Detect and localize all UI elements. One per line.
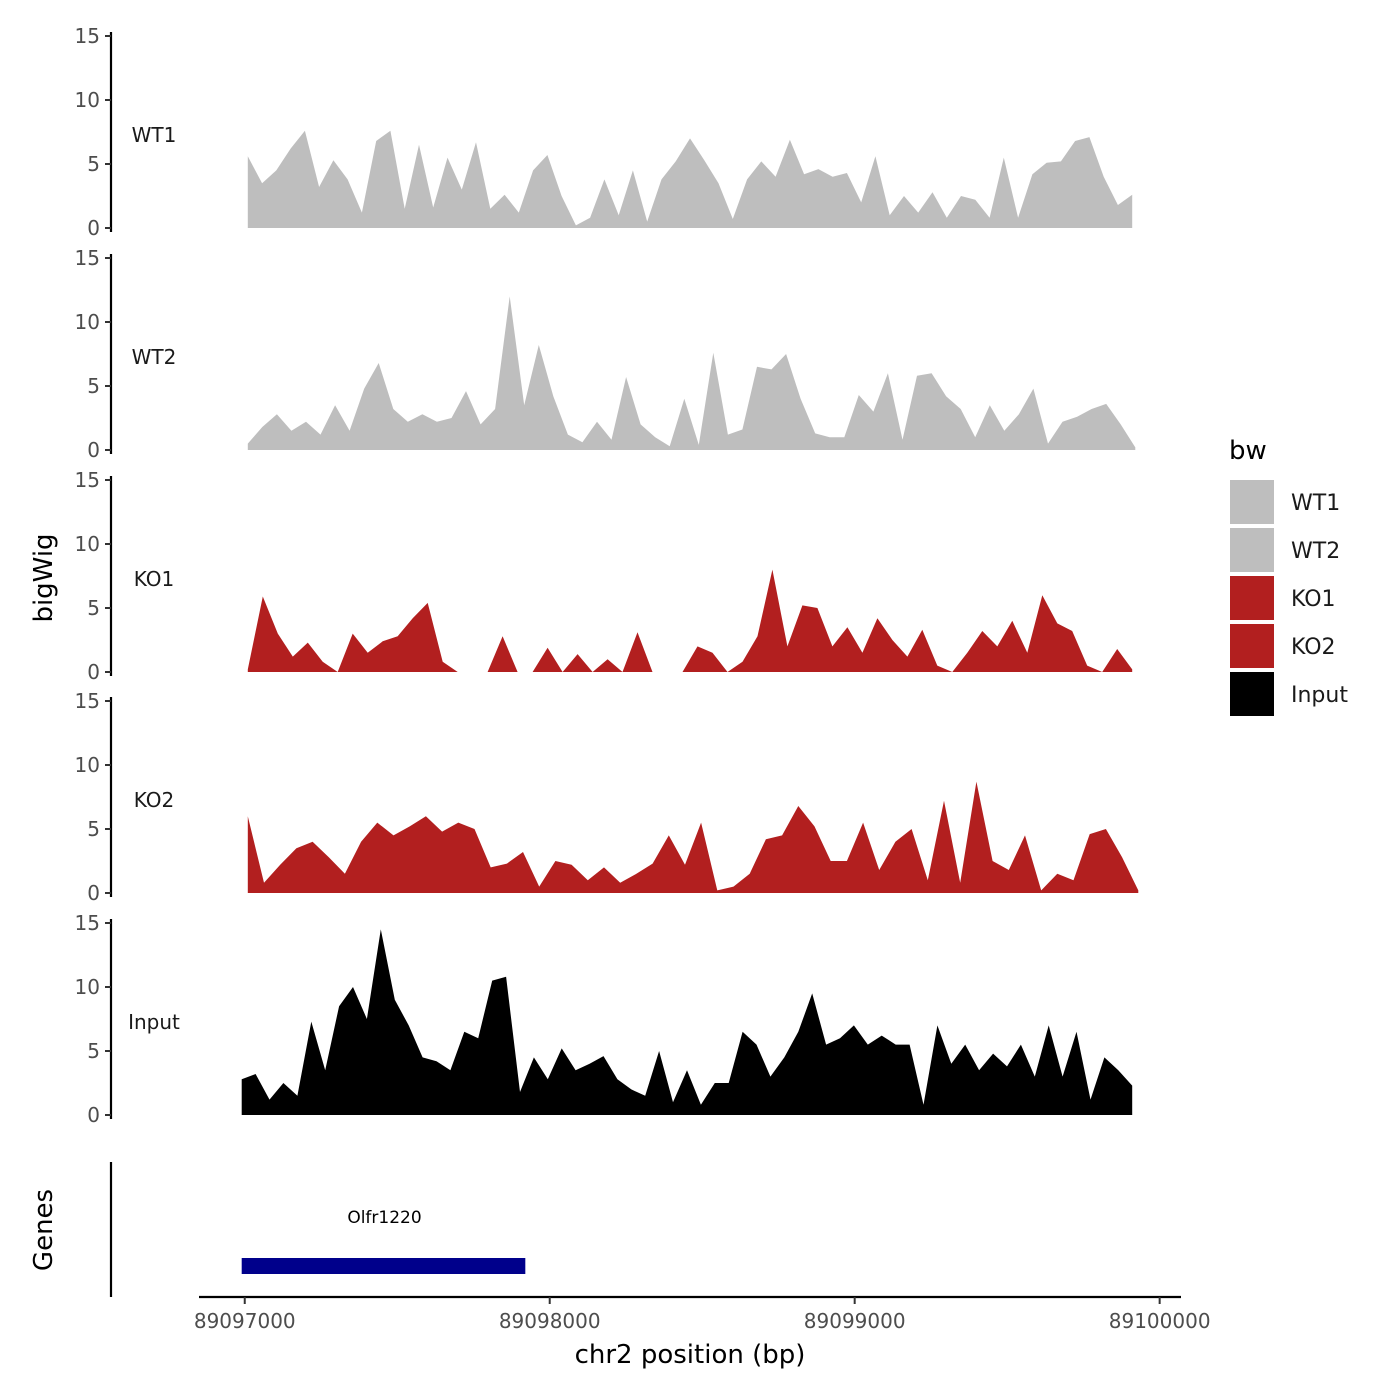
area-input xyxy=(241,929,1133,1115)
track-label-wt1: WT1 xyxy=(132,123,177,147)
legend-label-wt1: WT1 xyxy=(1291,491,1340,516)
y-tick-label: 5 xyxy=(87,152,100,176)
y-tick-label: 10 xyxy=(75,310,100,334)
legend: WT1 WT2 KO1 KO2 Input xyxy=(1230,480,1348,716)
y-tick-label: 15 xyxy=(75,24,100,48)
y-tick-label: 5 xyxy=(87,596,100,620)
genes-axis-title: Genes xyxy=(29,1189,59,1271)
area-wt1 xyxy=(247,130,1133,228)
legend-label-input: Input xyxy=(1291,683,1348,708)
gene-body-olfr1220 xyxy=(241,1258,526,1274)
y-tick-label: 15 xyxy=(75,689,100,713)
y-tick-label: 0 xyxy=(87,1103,100,1127)
y-tick-label: 5 xyxy=(87,374,100,398)
track-label-ko2: KO2 xyxy=(134,788,175,812)
gene-label-olfr1220: Olfr1220 xyxy=(347,1208,421,1228)
y-tick-label: 10 xyxy=(75,975,100,999)
x-tick-label: 89099000 xyxy=(804,1309,906,1333)
track-label-ko1: KO1 xyxy=(134,567,175,591)
y-tick-label: 10 xyxy=(75,753,100,777)
area-ko1 xyxy=(247,569,1133,672)
genes-panel: Olfr1220 xyxy=(109,1162,1181,1299)
x-tick-label: 89098000 xyxy=(499,1309,601,1333)
x-axis-title: chr2 position (bp) xyxy=(575,1340,806,1370)
track-label-wt2: WT2 xyxy=(132,345,177,369)
x-axis: 89097000 89098000 89099000 89100000 xyxy=(194,1297,1211,1333)
track-ko1: 0 5 10 15 KO1 xyxy=(75,468,1133,684)
legend-key-ko1 xyxy=(1230,576,1274,620)
area-ko2 xyxy=(247,781,1139,893)
y-tick-label: 5 xyxy=(87,1039,100,1063)
y-tick-label: 0 xyxy=(87,881,100,905)
legend-key-wt2 xyxy=(1230,528,1274,572)
y-tick-label: 0 xyxy=(87,216,100,240)
area-wt2 xyxy=(247,296,1136,450)
x-tick-label: 89097000 xyxy=(194,1309,296,1333)
legend-title: bw xyxy=(1229,436,1267,466)
track-wt1: 0 5 10 15 WT1 xyxy=(75,24,1133,240)
legend-key-ko2 xyxy=(1230,624,1274,668)
legend-label-ko1: KO1 xyxy=(1291,587,1336,612)
y-axis-title: bigWig xyxy=(29,533,59,622)
track-ko2: 0 5 10 15 KO2 xyxy=(75,689,1139,905)
y-tick-label: 10 xyxy=(75,88,100,112)
y-tick-label: 0 xyxy=(87,438,100,462)
x-tick-label: 89100000 xyxy=(1109,1309,1211,1333)
y-tick-label: 15 xyxy=(75,911,100,935)
y-tick-label: 5 xyxy=(87,817,100,841)
tracks-layer: 0 5 10 15 WT1 0 5 10 15 WT2 0 5 10 15 KO1 0 5 10 15 KO2 0 5 10… xyxy=(75,24,1139,1127)
legend-label-wt2: WT2 xyxy=(1291,539,1340,564)
legend-key-wt1 xyxy=(1230,480,1274,524)
legend-label-ko2: KO2 xyxy=(1291,635,1336,660)
track-wt2: 0 5 10 15 WT2 xyxy=(75,246,1136,462)
y-tick-label: 0 xyxy=(87,660,100,684)
legend-key-input xyxy=(1230,672,1274,716)
y-tick-label: 15 xyxy=(75,468,100,492)
track-input: 0 5 10 15 Input xyxy=(75,911,1133,1127)
y-tick-label: 15 xyxy=(75,246,100,270)
y-tick-label: 10 xyxy=(75,532,100,556)
track-label-input: Input xyxy=(128,1010,180,1034)
